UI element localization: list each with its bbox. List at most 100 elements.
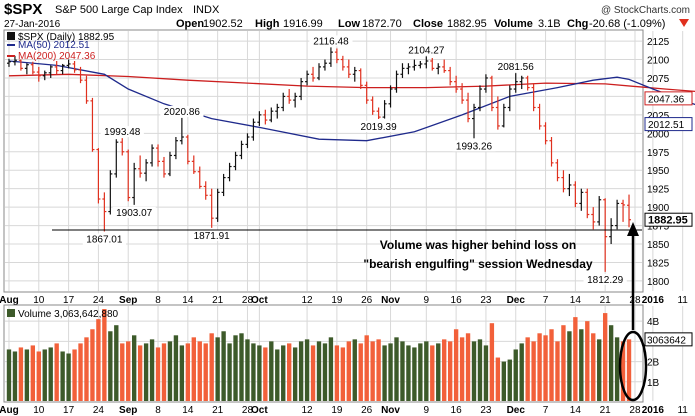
ohlc-bar — [436, 63, 441, 75]
volume-bar — [358, 343, 363, 401]
volume-bar — [334, 345, 340, 401]
ohlc-bar — [567, 173, 572, 197]
volume-bar — [513, 349, 518, 401]
volume-bar — [179, 345, 185, 401]
volume-bar — [245, 339, 250, 401]
ma50-series — [8, 60, 695, 142]
price-x-tick-label: 14 — [182, 295, 194, 306]
price-callout-label: 1867.01 — [86, 234, 123, 245]
ohlc-bar — [400, 63, 405, 78]
ohlc-bar — [483, 74, 488, 93]
volume-bar — [442, 339, 447, 401]
ohlc-bar — [18, 59, 23, 71]
chg-value: -20.68 (-1.09%) — [589, 18, 665, 30]
last-value-tag-label: 1882.95 — [648, 215, 688, 227]
ohlc-bar — [472, 103, 477, 139]
ohlc-bar — [418, 60, 423, 69]
ohlc-bar — [442, 59, 447, 73]
price-tick-label: 1875 — [647, 222, 670, 233]
price-y-axis: 1800 1825 1850 1875 1900 1925 1950 1975 2000 2025… — [647, 37, 670, 288]
volume-bar — [477, 339, 483, 401]
volume-x-tick-label: 14 — [182, 405, 194, 416]
ohlc-bar — [466, 92, 471, 123]
volume-bar — [585, 321, 590, 401]
volume-bar — [495, 357, 501, 401]
price-x-tick-label: 19 — [331, 295, 343, 306]
volume-bar — [364, 335, 369, 401]
price-callout-label: 1871.91 — [194, 231, 231, 242]
volume-bar — [418, 343, 423, 401]
volume-bar — [185, 343, 191, 401]
ohlc-bar — [412, 59, 417, 71]
price-callout-label: 1993.26 — [456, 141, 493, 152]
volume-bar — [209, 333, 214, 401]
volume-bar — [173, 335, 179, 401]
volume-bar — [591, 333, 596, 401]
volume-bar — [310, 345, 316, 401]
volume-bar — [24, 349, 30, 401]
ohlc-bar — [543, 122, 548, 145]
volume-bar — [382, 345, 387, 401]
price-callout: 1993.26 — [452, 140, 496, 152]
ohlc-bar — [394, 70, 399, 93]
symbol-label[interactable]: $SPX — [4, 1, 42, 18]
volume-bar — [12, 351, 18, 401]
volume-bar — [316, 341, 322, 401]
ohlc-bar — [269, 107, 274, 123]
ohlc-bar — [108, 170, 113, 215]
legend-ma50: MA(50) 2012.51 — [18, 40, 90, 51]
volume-label: Volume — [494, 18, 533, 30]
ohlc-bar — [352, 66, 357, 82]
price-x-tick-label: Nov — [381, 295, 400, 306]
volume-bar — [257, 345, 262, 401]
volume-bar — [197, 341, 202, 401]
volume-bar — [149, 339, 155, 401]
high-value: 1916.99 — [283, 18, 323, 30]
price-callout-bg — [404, 44, 448, 56]
ohlc-bar — [537, 103, 542, 130]
ohlc-bar — [513, 73, 518, 93]
ohlc-bar — [36, 66, 41, 82]
high-label: High — [255, 18, 280, 30]
date-label: 27-Jan-2016 — [4, 19, 61, 30]
volume-bar — [227, 343, 232, 401]
volume-bar — [388, 343, 393, 401]
volume-bar — [167, 341, 173, 401]
volume-x-tick-label: 28 — [629, 405, 641, 416]
price-x-tick-label: 11 — [677, 295, 688, 306]
volume-bar — [143, 343, 149, 401]
ohlc-bar — [460, 83, 465, 104]
volume-last-tag-box — [644, 332, 693, 347]
price-callout-bg — [112, 206, 156, 218]
price-callout: 2104.27 — [404, 44, 448, 56]
volume-bar — [519, 343, 524, 401]
volume-x-tick-label: 21 — [600, 405, 612, 416]
ohlc-bar — [161, 156, 166, 178]
volume-bar — [400, 341, 405, 401]
volume-bar — [60, 351, 65, 401]
volume-x-tick-label: Aug — [0, 405, 19, 416]
price-x-tick-label: Sep — [119, 295, 137, 306]
price-callout: 1993.48 — [100, 126, 144, 138]
ohlc-bar — [501, 103, 506, 128]
volume-bar — [447, 341, 453, 401]
volume-x-tick-label: 17 — [63, 405, 75, 416]
price-x-tick-label: Oct — [251, 295, 268, 306]
ohlc-bar — [573, 181, 578, 208]
volume-x-tick-label: 19 — [331, 405, 343, 416]
price-callouts: 2116.48 2104.27 2081.56 2020.86 2019.39 1993.… — [82, 35, 627, 286]
close-value: 1882.95 — [447, 18, 487, 30]
last-value-tags: 2047.36 2012.51 1882.95 — [644, 91, 693, 227]
price-x-tick-label: 23 — [480, 295, 492, 306]
ohlc-bar — [150, 144, 155, 167]
volume-bar — [36, 351, 41, 401]
price-callout-label: 2116.48 — [313, 36, 349, 47]
volume-bar — [66, 353, 71, 401]
ohlc-bar — [60, 63, 65, 75]
ohlc-bar — [72, 60, 77, 73]
ohlc-bar — [364, 81, 369, 104]
volume-bar — [537, 333, 542, 401]
ohlc-bar — [382, 100, 387, 119]
ohlc-bar — [191, 155, 196, 174]
volume-bar — [543, 335, 548, 401]
